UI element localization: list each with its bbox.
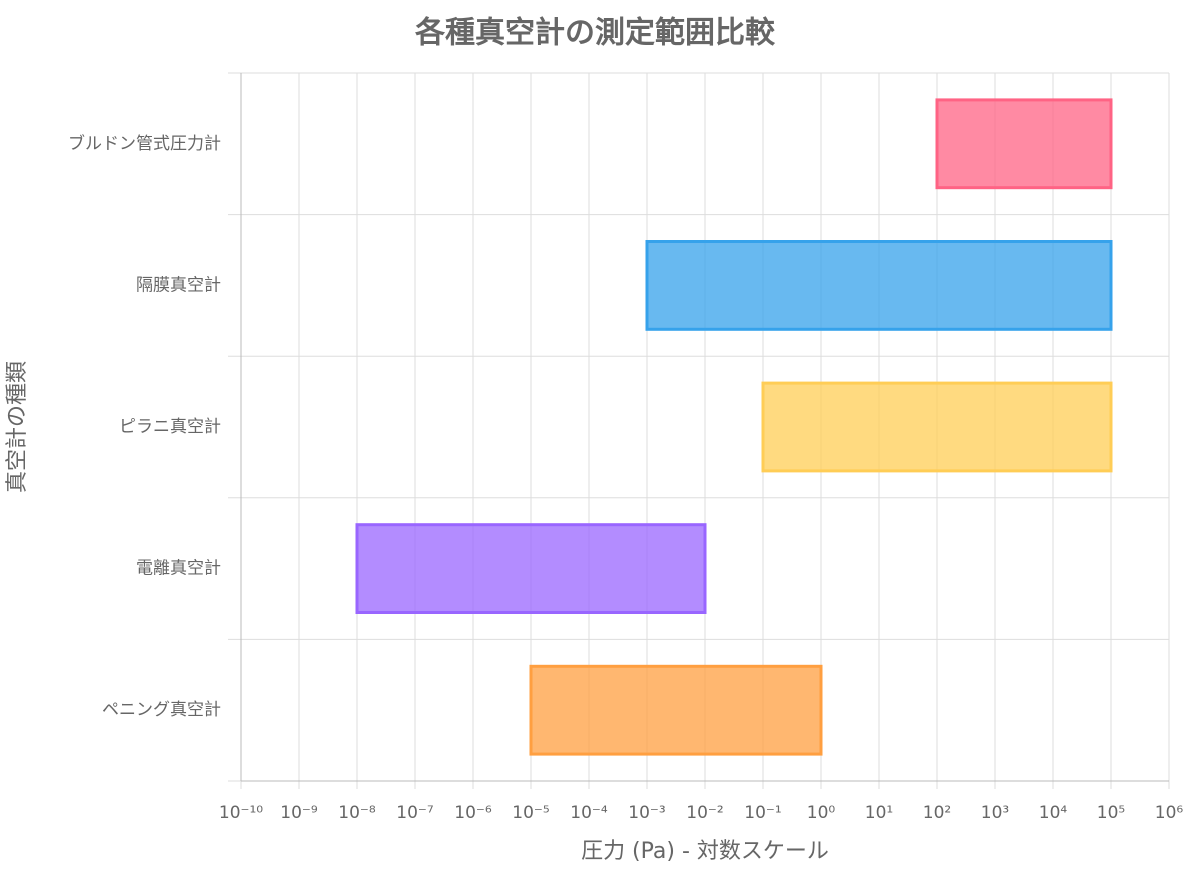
y-tick-label: ペニング真空計 (102, 700, 221, 720)
bar (761, 381, 1113, 473)
x-tick-label: 10⁻⁷ (396, 803, 434, 823)
x-tick-label: 10⁻¹ (744, 803, 781, 823)
x-tick-label: 10¹ (865, 803, 893, 823)
bar (529, 664, 823, 756)
x-tick-label: 10⁻⁴ (570, 803, 608, 823)
x-tick-label: 10⁴ (1039, 803, 1068, 823)
y-tick-label: 隔膜真空計 (136, 275, 221, 295)
x-tick-label: 10⁻² (686, 803, 723, 823)
x-tick-label: 10⁻³ (628, 803, 665, 823)
x-tick-label: 10⁻⁶ (454, 803, 492, 823)
x-tick-label: 10⁰ (807, 803, 836, 823)
x-tick-label: 10⁻⁹ (280, 803, 318, 823)
chart-title: 各種真空計の測定範囲比較 (414, 16, 776, 51)
y-tick-label: ブルドン管式圧力計 (68, 133, 221, 154)
y-axis-label: 真空計の種類 (5, 361, 30, 493)
x-tick-label: 10⁶ (1155, 803, 1184, 823)
bar (935, 98, 1113, 190)
y-tick-label: ピラニ真空計 (119, 417, 221, 437)
x-tick-label: 10⁻⁸ (338, 803, 376, 823)
x-tick-label: 10⁻⁵ (512, 803, 549, 823)
x-tick-label: 10² (923, 803, 951, 823)
y-tick-label: 電離真空計 (136, 559, 221, 579)
bar (645, 240, 1113, 331)
bar (355, 523, 707, 614)
x-axis-label: 圧力 (Pa) - 対数スケール (581, 839, 829, 864)
x-tick-label: 10⁵ (1097, 803, 1125, 823)
x-tick-label: 10⁻¹⁰ (219, 803, 263, 823)
x-tick-label: 10³ (981, 803, 1009, 823)
